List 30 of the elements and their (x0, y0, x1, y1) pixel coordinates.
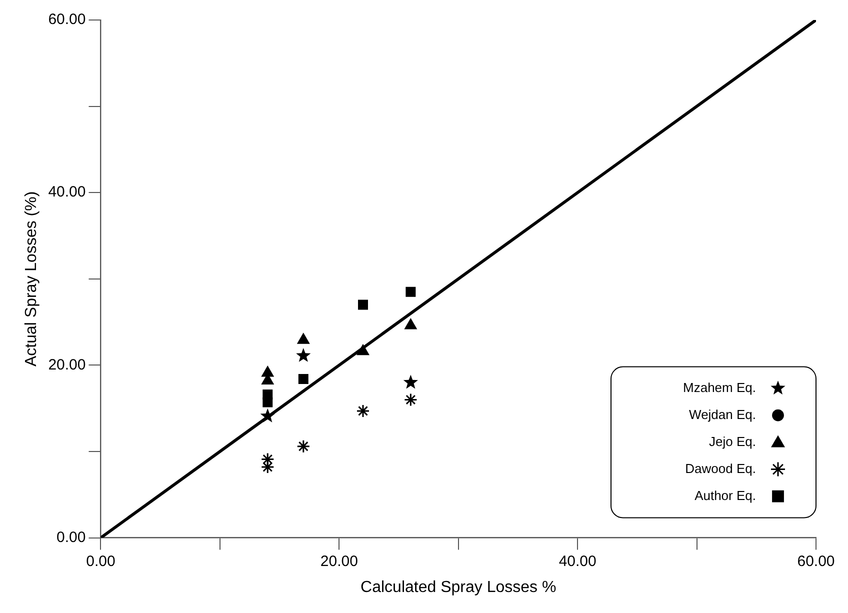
x-tick-label: 20.00 (320, 552, 358, 570)
point (356, 404, 370, 418)
point (297, 333, 310, 344)
x-tick-label: 60.00 (797, 552, 835, 570)
y-tick-label: 40.00 (48, 184, 86, 201)
x-tick-label: 0.00 (86, 552, 116, 570)
legend-label: Author Eq. (694, 488, 756, 503)
point (403, 374, 418, 389)
legend-label: Mzahem Eq. (683, 380, 756, 395)
y-axis-title: Actual Spray Losses (%) (23, 191, 40, 366)
y-tick-label: 60.00 (48, 11, 86, 28)
x-tick-label: 40.00 (558, 552, 596, 570)
point (404, 318, 417, 330)
point (404, 392, 418, 406)
legend-label: Dawood Eq. (685, 460, 756, 476)
point (260, 460, 274, 474)
legend-label: Wejdan Eq. (689, 406, 756, 422)
y-tick-label: 20.00 (48, 356, 86, 374)
legend-label: Jejo Eq. (709, 434, 756, 449)
point (260, 408, 275, 422)
point (262, 366, 274, 377)
point (358, 300, 368, 310)
point (298, 374, 308, 384)
point (296, 348, 311, 362)
point (357, 344, 369, 356)
point (296, 440, 310, 454)
x-axis-title: Calculated Spray Losses % (360, 578, 556, 596)
y-tick-label: 0.00 (56, 528, 86, 546)
point (262, 397, 273, 408)
point (406, 286, 416, 297)
